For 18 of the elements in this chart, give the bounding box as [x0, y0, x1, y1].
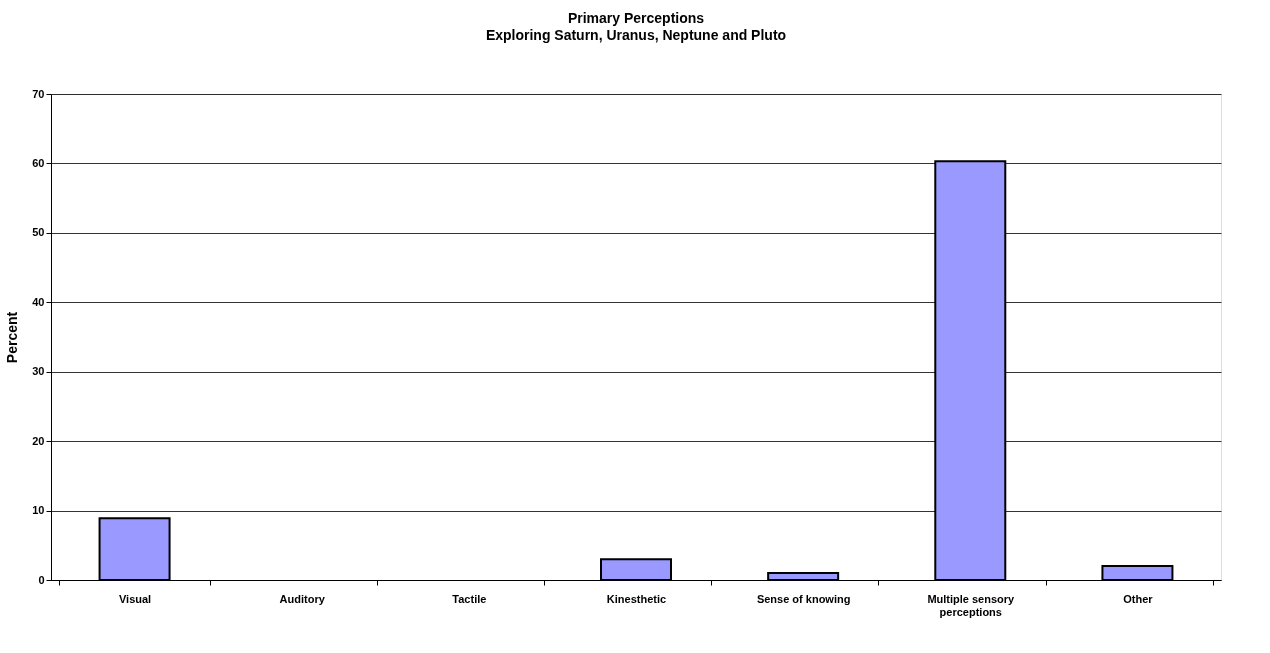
- y-tick-label: 50: [32, 226, 45, 239]
- y-tick-label: 40: [32, 295, 45, 308]
- x-tick-label: Other: [1123, 592, 1154, 605]
- y-tick-label: 10: [32, 504, 45, 517]
- y-tick-label: 70: [32, 87, 45, 100]
- chart-title: Primary Perceptions: [567, 10, 705, 26]
- x-tick-label: Auditory: [279, 592, 326, 605]
- x-tick-label: Tactile: [452, 592, 487, 605]
- x-tick-label: Visual: [118, 592, 152, 605]
- y-axis-title: Percent: [4, 311, 21, 364]
- y-tick-label: 20: [32, 434, 45, 447]
- y-tick-label: 60: [32, 156, 45, 169]
- y-tick-label: 30: [32, 365, 45, 378]
- x-tick-label: Multiple sensory perceptions: [927, 592, 1016, 618]
- chart-subtitle: Exploring Saturn, Uranus, Neptune and Pluto: [485, 27, 787, 43]
- x-tick-label: Sense of knowing: [756, 592, 851, 605]
- y-tick-label: 0: [38, 573, 45, 586]
- x-tick-label: Kinesthetic: [606, 592, 667, 605]
